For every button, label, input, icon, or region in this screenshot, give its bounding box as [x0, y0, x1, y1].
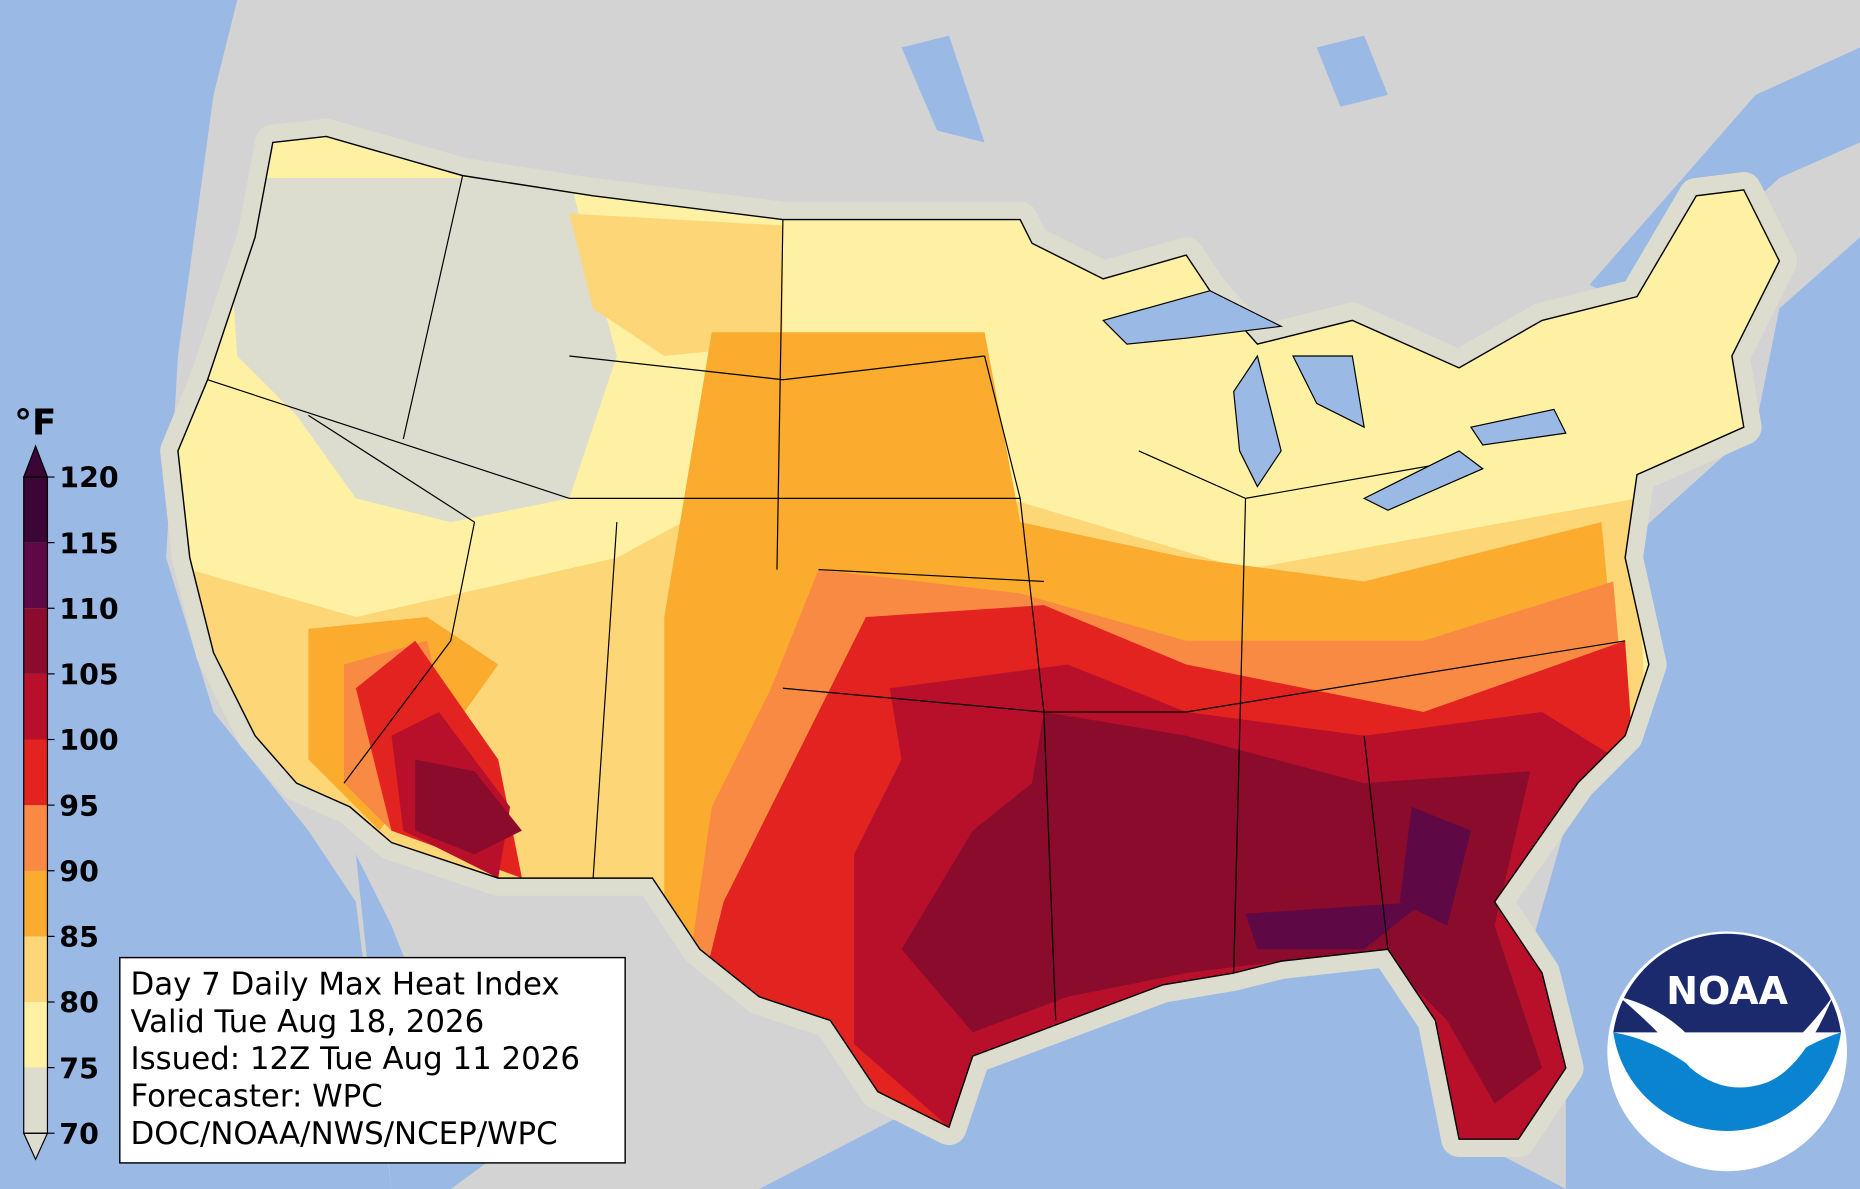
legend-band	[23, 1067, 48, 1134]
legend-tick-label: 70	[59, 1118, 99, 1151]
legend-tick-label: 90	[59, 855, 99, 888]
info-line: Valid Tue Aug 18, 2026	[130, 1004, 484, 1040]
info-line: Forecaster: WPC	[130, 1079, 382, 1115]
legend-tick-label: 110	[59, 593, 118, 626]
legend-tick-label: 115	[59, 527, 118, 560]
legend-band	[23, 870, 48, 937]
info-line: Day 7 Daily Max Heat Index	[130, 966, 559, 1002]
legend-band	[23, 805, 48, 871]
info-line: DOC/NOAA/NWS/NCEP/WPC	[130, 1116, 557, 1152]
legend-band	[23, 1001, 48, 1068]
info-line: Issued: 12Z Tue Aug 11 2026	[130, 1041, 579, 1077]
legend-unit: °F	[14, 402, 56, 443]
info-box	[119, 956, 626, 1164]
legend-band	[23, 542, 48, 609]
legend-band	[23, 608, 48, 674]
legend-band	[23, 936, 48, 1002]
legend-band	[23, 673, 48, 740]
legend-tick-label: 85	[59, 921, 99, 954]
legend-tick-label: 100	[59, 724, 118, 757]
noaa-logo: NOAA	[1607, 931, 1847, 1172]
legend-tick-label: 120	[59, 462, 118, 495]
great-lakes	[1102, 290, 1567, 511]
legend-tick-label: 80	[59, 987, 99, 1020]
color-legend: 70 75 80 85 90 95 100 105 110 115 120	[22, 444, 119, 1161]
legend-band	[23, 477, 48, 543]
legend-tick-label: 75	[59, 1052, 99, 1085]
legend-band	[23, 739, 48, 806]
legend-tick-label: 105	[59, 659, 118, 692]
legend-tick-label: 95	[59, 790, 99, 823]
state-lines	[207, 175, 1626, 1021]
logo-text: NOAA	[1666, 969, 1788, 1013]
